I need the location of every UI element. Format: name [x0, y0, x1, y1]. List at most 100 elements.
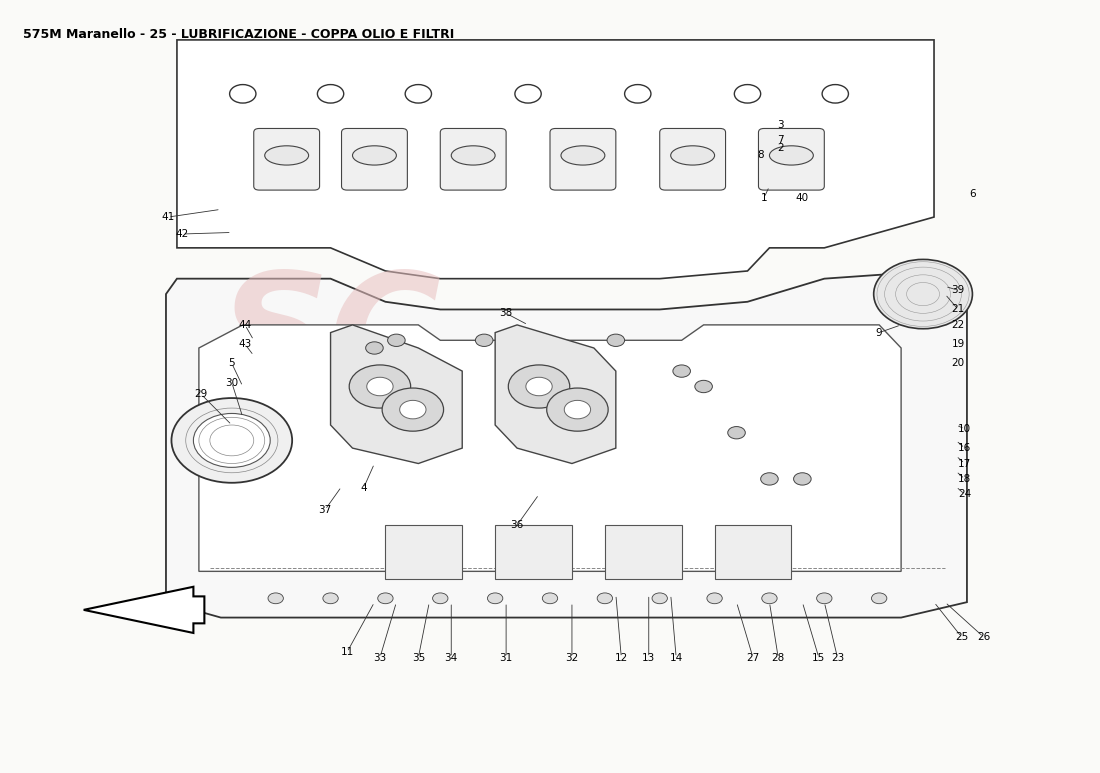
- Text: 37: 37: [318, 505, 332, 515]
- Circle shape: [387, 334, 405, 346]
- Text: 3: 3: [777, 120, 783, 130]
- Text: 21: 21: [952, 305, 965, 315]
- Circle shape: [871, 593, 887, 604]
- Text: 29: 29: [195, 389, 208, 399]
- Bar: [385, 525, 462, 579]
- Circle shape: [377, 593, 393, 604]
- Circle shape: [405, 84, 431, 103]
- Ellipse shape: [769, 146, 813, 165]
- Text: 19: 19: [952, 339, 965, 349]
- Circle shape: [822, 84, 848, 103]
- Circle shape: [816, 593, 832, 604]
- Circle shape: [547, 388, 608, 431]
- Circle shape: [652, 593, 668, 604]
- Text: 5: 5: [229, 359, 235, 369]
- Circle shape: [432, 593, 448, 604]
- Ellipse shape: [352, 146, 396, 165]
- Ellipse shape: [265, 146, 309, 165]
- Text: 27: 27: [747, 652, 760, 662]
- Circle shape: [597, 593, 613, 604]
- Circle shape: [607, 334, 625, 346]
- Circle shape: [695, 380, 713, 393]
- Circle shape: [194, 414, 271, 468]
- Text: 41: 41: [162, 212, 175, 222]
- Circle shape: [762, 593, 777, 604]
- Ellipse shape: [451, 146, 495, 165]
- Text: 20: 20: [952, 359, 965, 369]
- Polygon shape: [495, 325, 616, 464]
- Text: 10: 10: [958, 424, 971, 434]
- Text: 36: 36: [510, 520, 524, 530]
- Text: 34: 34: [444, 652, 458, 662]
- Text: 4: 4: [360, 483, 366, 493]
- Text: car: car: [271, 380, 390, 455]
- Circle shape: [673, 365, 691, 377]
- Polygon shape: [84, 587, 205, 633]
- FancyBboxPatch shape: [550, 128, 616, 190]
- Text: 24: 24: [958, 489, 971, 499]
- Text: 15: 15: [812, 652, 825, 662]
- Text: 30: 30: [226, 378, 239, 387]
- Circle shape: [349, 365, 410, 408]
- Text: 16: 16: [958, 443, 971, 453]
- Polygon shape: [166, 271, 967, 618]
- Text: 2: 2: [777, 143, 783, 153]
- Circle shape: [508, 365, 570, 408]
- Text: 40: 40: [795, 192, 808, 203]
- Text: 18: 18: [958, 474, 971, 484]
- FancyBboxPatch shape: [660, 128, 726, 190]
- Text: 33: 33: [373, 652, 386, 662]
- Text: 11: 11: [340, 647, 353, 657]
- Circle shape: [268, 593, 284, 604]
- Text: 17: 17: [958, 458, 971, 468]
- Text: 35: 35: [411, 652, 425, 662]
- FancyBboxPatch shape: [254, 128, 320, 190]
- Text: 8: 8: [758, 151, 764, 161]
- Circle shape: [487, 593, 503, 604]
- Text: 1: 1: [760, 192, 768, 203]
- FancyBboxPatch shape: [440, 128, 506, 190]
- Text: 43: 43: [239, 339, 252, 349]
- Circle shape: [793, 473, 811, 485]
- Circle shape: [365, 342, 383, 354]
- Text: 6: 6: [969, 189, 976, 199]
- Text: 23: 23: [830, 652, 844, 662]
- Text: 22: 22: [952, 320, 965, 330]
- Text: 31: 31: [499, 652, 513, 662]
- Text: 13: 13: [642, 652, 656, 662]
- Circle shape: [318, 84, 343, 103]
- Circle shape: [564, 400, 591, 419]
- Bar: [605, 525, 682, 579]
- Circle shape: [515, 84, 541, 103]
- Circle shape: [735, 84, 761, 103]
- Polygon shape: [177, 40, 934, 279]
- Ellipse shape: [671, 146, 715, 165]
- Text: 7: 7: [777, 135, 783, 145]
- FancyBboxPatch shape: [341, 128, 407, 190]
- Circle shape: [475, 334, 493, 346]
- Circle shape: [366, 377, 393, 396]
- Circle shape: [728, 427, 746, 439]
- Text: SC: SC: [220, 266, 441, 415]
- Circle shape: [761, 473, 778, 485]
- Text: 42: 42: [176, 229, 189, 239]
- Text: 12: 12: [615, 652, 628, 662]
- Text: 9: 9: [876, 328, 882, 338]
- Text: 28: 28: [771, 652, 784, 662]
- Text: 32: 32: [565, 652, 579, 662]
- Text: 575M Maranello - 25 - LUBRIFICAZIONE - COPPA OLIO E FILTRI: 575M Maranello - 25 - LUBRIFICAZIONE - C…: [23, 29, 454, 41]
- Circle shape: [399, 400, 426, 419]
- Circle shape: [625, 84, 651, 103]
- Text: 38: 38: [499, 308, 513, 318]
- Circle shape: [323, 593, 338, 604]
- Polygon shape: [199, 325, 901, 571]
- Circle shape: [526, 377, 552, 396]
- Circle shape: [707, 593, 723, 604]
- Text: 39: 39: [952, 285, 965, 295]
- FancyBboxPatch shape: [759, 128, 824, 190]
- Polygon shape: [331, 325, 462, 464]
- Circle shape: [542, 593, 558, 604]
- Bar: [495, 525, 572, 579]
- Circle shape: [873, 260, 972, 329]
- Text: 26: 26: [977, 632, 990, 642]
